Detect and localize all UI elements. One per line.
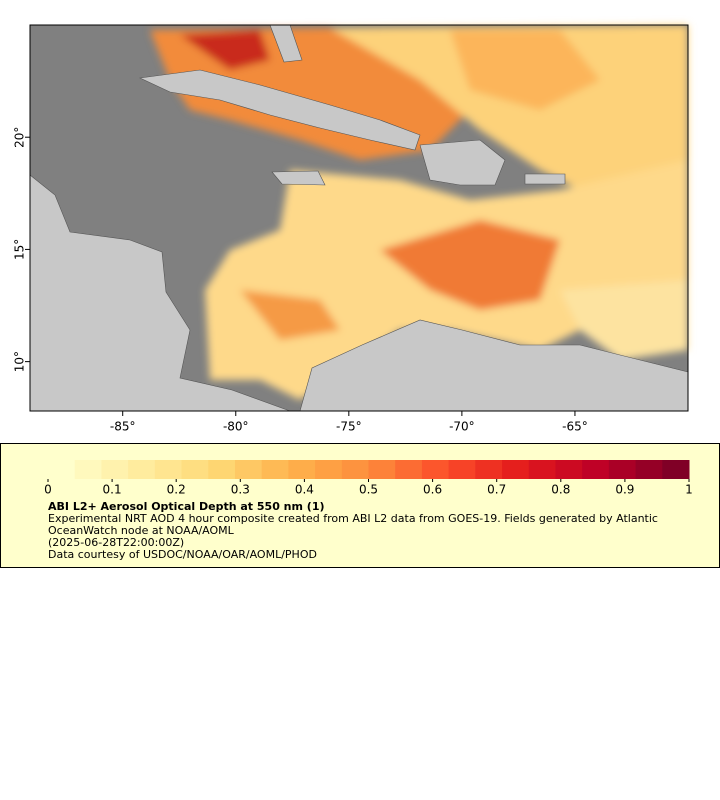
y-tick-label: 10°: [13, 351, 27, 372]
colorbar-tick-label: 0.6: [423, 483, 442, 497]
colorbar-swatch: [475, 460, 503, 479]
colorbar-swatch: [234, 460, 263, 479]
colorbar-tick-label: 1: [685, 483, 693, 497]
colorbar-swatch: [395, 460, 423, 479]
colorbar-swatch: [315, 460, 343, 479]
x-tick-label: -65°: [562, 420, 588, 434]
colorbar-swatch: [421, 460, 450, 479]
colorbar-swatch: [74, 460, 102, 479]
x-tick-label: -80°: [223, 420, 249, 434]
x-tick-label: -75°: [336, 420, 362, 434]
colorbar-swatch: [528, 460, 556, 479]
colorbar-tick-label: 0.8: [551, 483, 570, 497]
colorbar-swatch: [128, 460, 156, 479]
colorbar-swatch: [101, 460, 129, 479]
colorbar-swatch: [582, 460, 610, 479]
colorbar-tick-label: 0.9: [615, 483, 634, 497]
colorbar-swatch: [448, 460, 476, 479]
map: -85° -80° -75° -70° -65° 20° 15° 10°: [13, 24, 689, 434]
colorbar-tick-label: 0.4: [295, 483, 314, 497]
x-tick-label: -70°: [449, 420, 475, 434]
colorbar-swatch: [341, 460, 369, 479]
colorbar-tick-label: 0.3: [231, 483, 250, 497]
info-lines: Experimental NRT AOD 4 hour composite cr…: [48, 513, 658, 561]
aerosol-field: [150, 25, 688, 400]
info-line: Data courtesy of USDOC/NOAA/OAR/AOML/PHO…: [48, 548, 317, 561]
colorbar-tick-label: 0: [44, 483, 52, 497]
colorbar: 0 0.1 0.2 0.3 0.4 0.5 0.6 0.7 0.8 0.9 1: [44, 460, 693, 497]
colorbar-swatch: [555, 460, 583, 479]
colorbar-swatch: [608, 460, 637, 479]
colorbar-swatch: [208, 460, 236, 479]
y-tick-label: 15°: [13, 239, 27, 260]
map-frame: [29, 24, 689, 412]
colorbar-swatch: [288, 460, 316, 479]
x-tick-label: -85°: [110, 420, 136, 434]
info: ABI L2+ Aerosol Optical Depth at 550 nm …: [48, 501, 658, 561]
info-line: (2025-06-28T22:00:00Z): [48, 536, 185, 549]
info-line: Experimental NRT AOD 4 hour composite cr…: [48, 512, 658, 525]
colorbar-swatch: [154, 460, 183, 479]
colorbar-swatch: [261, 460, 289, 479]
info-title: ABI L2+ Aerosol Optical Depth at 550 nm …: [48, 500, 325, 513]
colorbar-swatch: [368, 460, 396, 479]
colorbar-swatch: [662, 460, 690, 479]
colorbar-tick-label: 0.5: [359, 483, 378, 497]
info-line: OceanWatch node at NOAA/AOML: [48, 524, 234, 537]
colorbar-tick-label: 0.1: [103, 483, 122, 497]
y-tick-label: 20°: [13, 127, 27, 148]
legend-panel: 0 0.1 0.2 0.3 0.4 0.5 0.6 0.7 0.8 0.9 1 ABI L2+ Ae…: [0, 443, 720, 568]
colorbar-tick-label: 0.2: [167, 483, 186, 497]
colorbar-tick-label: 0.7: [487, 483, 506, 497]
colorbar-swatch: [181, 460, 209, 479]
colorbar-swatch: [48, 460, 76, 479]
colorbar-swatch: [635, 460, 663, 479]
colorbar-swatch: [502, 460, 530, 479]
land: [29, 24, 689, 412]
